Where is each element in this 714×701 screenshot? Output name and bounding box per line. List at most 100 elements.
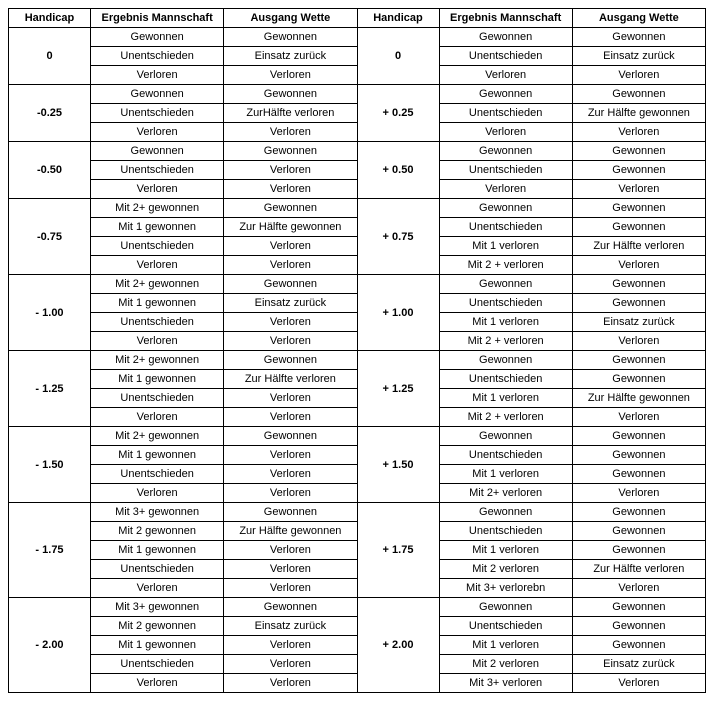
table-row: - 2.00Mit 3+ gewonnenGewonnen+ 2.00Gewon… bbox=[9, 598, 706, 617]
outcome-cell-left: Gewonnen bbox=[224, 503, 357, 522]
outcome-cell-left: ZurHälfte verloren bbox=[224, 104, 357, 123]
outcome-cell-left: Verloren bbox=[224, 408, 357, 427]
result-cell-left: Unentschieden bbox=[91, 161, 224, 180]
outcome-cell-left: Verloren bbox=[224, 674, 357, 693]
result-cell-left: Mit 3+ gewonnen bbox=[91, 598, 224, 617]
col-result-left: Ergebnis Mannschaft bbox=[91, 9, 224, 28]
outcome-cell-right: Gewonnen bbox=[572, 465, 705, 484]
outcome-cell-left: Verloren bbox=[224, 541, 357, 560]
result-cell-right: Unentschieden bbox=[439, 161, 572, 180]
outcome-cell-left: Verloren bbox=[224, 465, 357, 484]
outcome-cell-left: Verloren bbox=[224, 484, 357, 503]
result-cell-left: Verloren bbox=[91, 579, 224, 598]
result-cell-left: Mit 2+ gewonnen bbox=[91, 275, 224, 294]
table-row: -0.25GewonnenGewonnen+ 0.25GewonnenGewon… bbox=[9, 85, 706, 104]
result-cell-right: Gewonnen bbox=[439, 28, 572, 47]
outcome-cell-left: Gewonnen bbox=[224, 28, 357, 47]
outcome-cell-left: Einsatz zurück bbox=[224, 294, 357, 313]
result-cell-right: Unentschieden bbox=[439, 446, 572, 465]
outcome-cell-right: Verloren bbox=[572, 256, 705, 275]
outcome-cell-left: Verloren bbox=[224, 579, 357, 598]
result-cell-left: Unentschieden bbox=[91, 389, 224, 408]
table-row: -0.75Mit 2+ gewonnenGewonnen+ 0.75Gewonn… bbox=[9, 199, 706, 218]
outcome-cell-right: Einsatz zurück bbox=[572, 655, 705, 674]
handicap-cell-right: + 2.00 bbox=[357, 598, 439, 693]
result-cell-right: Unentschieden bbox=[439, 104, 572, 123]
result-cell-left: Mit 2 gewonnen bbox=[91, 522, 224, 541]
outcome-cell-right: Einsatz zurück bbox=[572, 47, 705, 66]
outcome-cell-left: Verloren bbox=[224, 180, 357, 199]
handicap-cell-right: + 1.50 bbox=[357, 427, 439, 503]
outcome-cell-left: Verloren bbox=[224, 332, 357, 351]
result-cell-left: Unentschieden bbox=[91, 313, 224, 332]
result-cell-left: Mit 1 gewonnen bbox=[91, 446, 224, 465]
result-cell-left: Unentschieden bbox=[91, 465, 224, 484]
outcome-cell-right: Zur Hälfte gewonnen bbox=[572, 104, 705, 123]
outcome-cell-left: Verloren bbox=[224, 66, 357, 85]
col-handicap-right: Handicap bbox=[357, 9, 439, 28]
result-cell-left: Unentschieden bbox=[91, 237, 224, 256]
result-cell-right: Verloren bbox=[439, 66, 572, 85]
outcome-cell-right: Gewonnen bbox=[572, 294, 705, 313]
outcome-cell-left: Zur Hälfte gewonnen bbox=[224, 522, 357, 541]
outcome-cell-right: Gewonnen bbox=[572, 161, 705, 180]
result-cell-left: Verloren bbox=[91, 408, 224, 427]
outcome-cell-right: Gewonnen bbox=[572, 351, 705, 370]
result-cell-left: Unentschieden bbox=[91, 560, 224, 579]
outcome-cell-left: Gewonnen bbox=[224, 351, 357, 370]
handicap-cell-left: -0.50 bbox=[9, 142, 91, 199]
result-cell-left: Verloren bbox=[91, 66, 224, 85]
outcome-cell-right: Gewonnen bbox=[572, 541, 705, 560]
outcome-cell-left: Verloren bbox=[224, 237, 357, 256]
result-cell-left: Verloren bbox=[91, 332, 224, 351]
outcome-cell-right: Verloren bbox=[572, 674, 705, 693]
result-cell-left: Mit 1 gewonnen bbox=[91, 370, 224, 389]
handicap-cell-left: 0 bbox=[9, 28, 91, 85]
outcome-cell-left: Gewonnen bbox=[224, 199, 357, 218]
result-cell-right: Mit 1 verloren bbox=[439, 313, 572, 332]
result-cell-right: Mit 1 verloren bbox=[439, 389, 572, 408]
result-cell-right: Verloren bbox=[439, 180, 572, 199]
outcome-cell-right: Gewonnen bbox=[572, 503, 705, 522]
col-result-right: Ergebnis Mannschaft bbox=[439, 9, 572, 28]
handicap-cell-left: -0.75 bbox=[9, 199, 91, 275]
result-cell-left: Gewonnen bbox=[91, 85, 224, 104]
result-cell-right: Mit 1 verloren bbox=[439, 237, 572, 256]
outcome-cell-right: Zur Hälfte verloren bbox=[572, 560, 705, 579]
result-cell-right: Mit 2 verloren bbox=[439, 560, 572, 579]
result-cell-left: Mit 2+ gewonnen bbox=[91, 427, 224, 446]
result-cell-right: Unentschieden bbox=[439, 617, 572, 636]
outcome-cell-right: Zur Hälfte gewonnen bbox=[572, 389, 705, 408]
handicap-cell-right: + 0.50 bbox=[357, 142, 439, 199]
outcome-cell-right: Zur Hälfte verloren bbox=[572, 237, 705, 256]
outcome-cell-right: Verloren bbox=[572, 332, 705, 351]
outcome-cell-right: Gewonnen bbox=[572, 28, 705, 47]
outcome-cell-left: Verloren bbox=[224, 161, 357, 180]
outcome-cell-right: Verloren bbox=[572, 579, 705, 598]
outcome-cell-right: Einsatz zurück bbox=[572, 313, 705, 332]
result-cell-right: Gewonnen bbox=[439, 427, 572, 446]
outcome-cell-right: Gewonnen bbox=[572, 427, 705, 446]
outcome-cell-right: Gewonnen bbox=[572, 199, 705, 218]
result-cell-right: Unentschieden bbox=[439, 522, 572, 541]
handicap-cell-left: -0.25 bbox=[9, 85, 91, 142]
result-cell-left: Verloren bbox=[91, 484, 224, 503]
result-cell-left: Mit 3+ gewonnen bbox=[91, 503, 224, 522]
table-row: -0.50GewonnenGewonnen+ 0.50GewonnenGewon… bbox=[9, 142, 706, 161]
outcome-cell-left: Verloren bbox=[224, 313, 357, 332]
outcome-cell-right: Verloren bbox=[572, 180, 705, 199]
outcome-cell-right: Verloren bbox=[572, 408, 705, 427]
outcome-cell-left: Zur Hälfte verloren bbox=[224, 370, 357, 389]
outcome-cell-left: Einsatz zurück bbox=[224, 47, 357, 66]
table-row: - 1.00Mit 2+ gewonnenGewonnen+ 1.00Gewon… bbox=[9, 275, 706, 294]
outcome-cell-left: Einsatz zurück bbox=[224, 617, 357, 636]
result-cell-right: Gewonnen bbox=[439, 85, 572, 104]
outcome-cell-right: Gewonnen bbox=[572, 370, 705, 389]
outcome-cell-left: Gewonnen bbox=[224, 598, 357, 617]
outcome-cell-left: Verloren bbox=[224, 636, 357, 655]
result-cell-left: Mit 2+ gewonnen bbox=[91, 199, 224, 218]
outcome-cell-right: Gewonnen bbox=[572, 275, 705, 294]
outcome-cell-left: Gewonnen bbox=[224, 427, 357, 446]
result-cell-right: Gewonnen bbox=[439, 503, 572, 522]
result-cell-left: Verloren bbox=[91, 256, 224, 275]
